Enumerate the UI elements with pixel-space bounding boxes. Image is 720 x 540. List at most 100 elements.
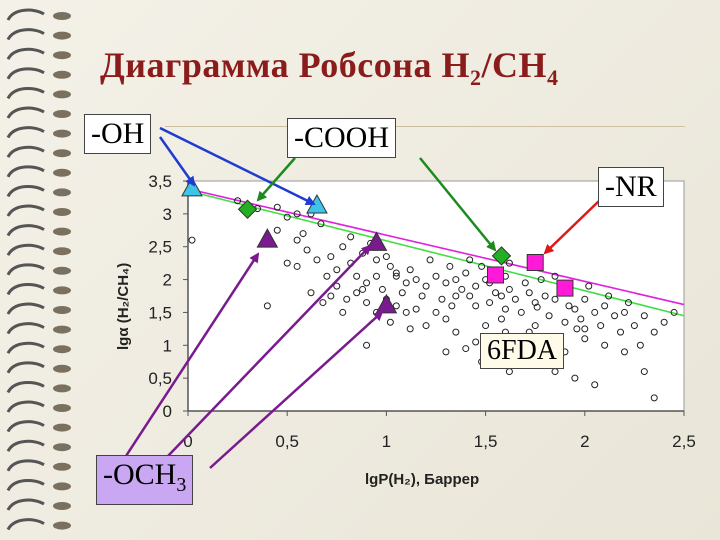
literature-point — [660, 318, 668, 326]
literature-point — [605, 292, 613, 300]
literature-point — [273, 203, 281, 211]
literature-point — [442, 315, 450, 323]
label-cooh: -COOH — [287, 118, 396, 158]
literature-point — [372, 272, 380, 280]
literature-point — [422, 322, 430, 330]
bound-line — [187, 188, 685, 306]
literature-point — [283, 213, 291, 221]
literature-point — [432, 308, 440, 316]
spiral-ring — [6, 86, 45, 100]
literature-point — [531, 322, 539, 330]
literature-point — [630, 322, 638, 330]
literature-point — [392, 272, 400, 280]
literature-point — [577, 315, 585, 323]
literature-point — [317, 220, 325, 228]
literature-point — [382, 253, 390, 261]
slide-title: Диаграмма Робсона H2/CH4 — [100, 45, 559, 91]
spiral-hole — [53, 384, 71, 393]
arrow-och3-3 — [209, 310, 384, 469]
literature-point — [591, 381, 599, 389]
title-divider — [165, 126, 685, 127]
marker-magenta-square — [526, 253, 544, 271]
spiral-hole — [53, 462, 71, 471]
spiral-ring — [6, 498, 45, 511]
literature-point — [486, 299, 494, 307]
literature-point — [611, 312, 619, 320]
literature-point — [446, 262, 454, 270]
literature-point — [466, 256, 474, 264]
literature-point — [537, 276, 545, 284]
literature-point — [442, 279, 450, 287]
marker-green-diamond — [237, 199, 258, 219]
spiral-ring — [6, 518, 45, 531]
literature-point — [571, 374, 579, 382]
spiral-hole — [53, 266, 71, 275]
literature-point — [620, 308, 628, 316]
literature-point — [363, 279, 371, 287]
literature-point — [363, 341, 371, 349]
marker-purple-triangle — [375, 293, 398, 314]
literature-point — [426, 256, 434, 264]
spiral-hole — [53, 443, 71, 452]
literature-point — [670, 308, 678, 316]
spiral-hole — [53, 70, 71, 79]
spiral-hole — [53, 521, 71, 530]
spiral-hole — [53, 188, 71, 197]
spiral-hole — [53, 12, 71, 20]
spiral-hole — [53, 31, 71, 40]
literature-point — [597, 322, 605, 330]
arrow-och3-2 — [167, 244, 372, 457]
y-tick-label: 0,5 — [148, 369, 172, 388]
literature-point — [541, 292, 549, 300]
spiral-ring — [6, 420, 45, 433]
arrow-och3-1 — [124, 252, 260, 457]
literature-point — [640, 368, 648, 376]
literature-point — [307, 289, 315, 297]
x-tick-label: 0 — [183, 432, 192, 451]
literature-point — [402, 279, 410, 287]
spiral-ring — [6, 282, 45, 296]
literature-point — [313, 256, 321, 264]
literature-point — [533, 303, 541, 311]
y-tick-label: 3,5 — [148, 172, 172, 191]
arrow-cooh-1 — [256, 157, 296, 202]
literature-point — [293, 236, 301, 244]
spiral-hole — [53, 247, 71, 256]
literature-point — [452, 328, 460, 336]
literature-point — [591, 308, 599, 316]
literature-point — [263, 302, 271, 310]
literature-point — [412, 276, 420, 284]
arrow-oh-1 — [158, 136, 196, 187]
spiral-ring — [6, 439, 45, 453]
spiral-hole — [53, 168, 71, 177]
literature-point — [299, 230, 307, 238]
spiral-hole — [53, 208, 71, 216]
literature-point — [319, 299, 327, 307]
literature-point — [472, 338, 480, 346]
spiral-ring — [6, 67, 45, 80]
literature-point — [442, 348, 450, 356]
marker-cyan-triangle — [181, 176, 203, 197]
literature-point — [432, 272, 440, 280]
literature-point — [617, 328, 625, 336]
spiral-ring — [6, 165, 45, 178]
literature-point — [406, 325, 414, 333]
literature-point — [497, 292, 505, 300]
y-tick-label: 3 — [163, 205, 172, 224]
literature-point — [386, 262, 394, 270]
spiral-hole — [53, 404, 71, 412]
literature-point — [452, 292, 460, 300]
literature-point — [398, 289, 406, 297]
literature-point — [343, 295, 351, 303]
spiral-hole — [53, 129, 71, 138]
literature-point — [531, 299, 539, 307]
spiral-ring — [6, 380, 45, 394]
literature-point — [359, 285, 367, 293]
y-tick-label: 2,5 — [148, 238, 172, 257]
literature-point — [234, 197, 242, 205]
literature-point — [571, 305, 579, 313]
literature-point — [545, 312, 553, 320]
literature-point — [511, 295, 519, 303]
spiral-hole — [53, 306, 71, 314]
